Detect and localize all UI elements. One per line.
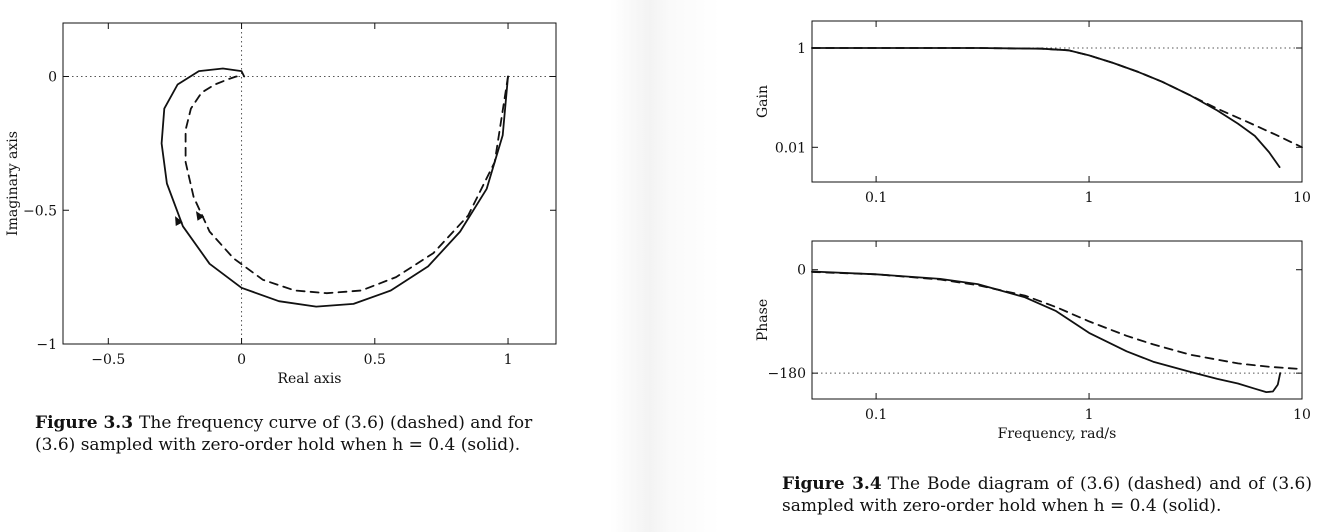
- phase-series-dashed-line: [811, 271, 1303, 371]
- figure-3-3-caption: Figure 3.3 The frequency curve of (3.6) (…: [35, 412, 565, 456]
- figure-3-3-caption-label: Figure 3.3: [35, 413, 134, 433]
- nyquist-direction-arrow-1: [195, 211, 205, 221]
- nyquist-y-axis-label: Imaginary axis: [5, 131, 21, 236]
- figure-3-4-caption-text: The Bode diagram of (3.6) (dashed) and o…: [782, 474, 1312, 516]
- nyquist-x-tick-label: 1: [504, 352, 513, 368]
- gain-x-tick-label: 0.1: [865, 190, 887, 206]
- gain-x-tick-label: 1: [1085, 190, 1094, 206]
- nyquist-x-axis-label: Real axis: [277, 371, 341, 387]
- figure-3-4-caption: Figure 3.4 The Bode diagram of (3.6) (das…: [782, 473, 1312, 517]
- nyquist-series-solid-line: [160, 67, 509, 308]
- phase-x-axis-label: Frequency, rad/s: [998, 426, 1117, 442]
- gain-y-tick-label: 1: [797, 41, 806, 57]
- nyquist-direction-arrow-0: [175, 216, 183, 227]
- phase-y-axis-label: Phase: [755, 299, 771, 341]
- gain-plot-frame: [811, 20, 1303, 183]
- gain-y-tick-label: 0.01: [775, 140, 806, 156]
- nyquist-y-tick-label: 0: [48, 70, 57, 86]
- nyquist-x-tick-label: 0.5: [364, 352, 386, 368]
- figure-3-3-caption-text: The frequency curve of (3.6) (dashed) an…: [35, 413, 533, 455]
- figure-3-4-caption-label: Figure 3.4: [782, 474, 882, 494]
- nyquist-y-tick-label: −0.5: [23, 203, 57, 219]
- gain-y-axis-label: Gain: [755, 85, 771, 118]
- gain-series-solid-line: [811, 47, 1281, 169]
- nyquist-y-tick-label: −1: [36, 337, 57, 353]
- phase-x-tick-label: 10: [1293, 407, 1311, 423]
- phase-x-tick-label: 1: [1085, 407, 1094, 423]
- phase-x-tick-label: 0.1: [865, 407, 887, 423]
- phase-y-tick-label: −180: [768, 366, 806, 382]
- phase-y-tick-label: 0: [797, 263, 806, 279]
- nyquist-x-tick-label: 0: [237, 352, 246, 368]
- gain-series-dashed-line: [811, 47, 1303, 149]
- nyquist-series-dashed-line: [184, 75, 509, 295]
- gain-x-tick-label: 10: [1293, 190, 1311, 206]
- nyquist-x-tick-label: −0.5: [91, 352, 125, 368]
- phase-series-solid-line: [811, 270, 1282, 394]
- nyquist-plot-frame: [62, 22, 557, 345]
- phase-plot-frame: [811, 240, 1303, 400]
